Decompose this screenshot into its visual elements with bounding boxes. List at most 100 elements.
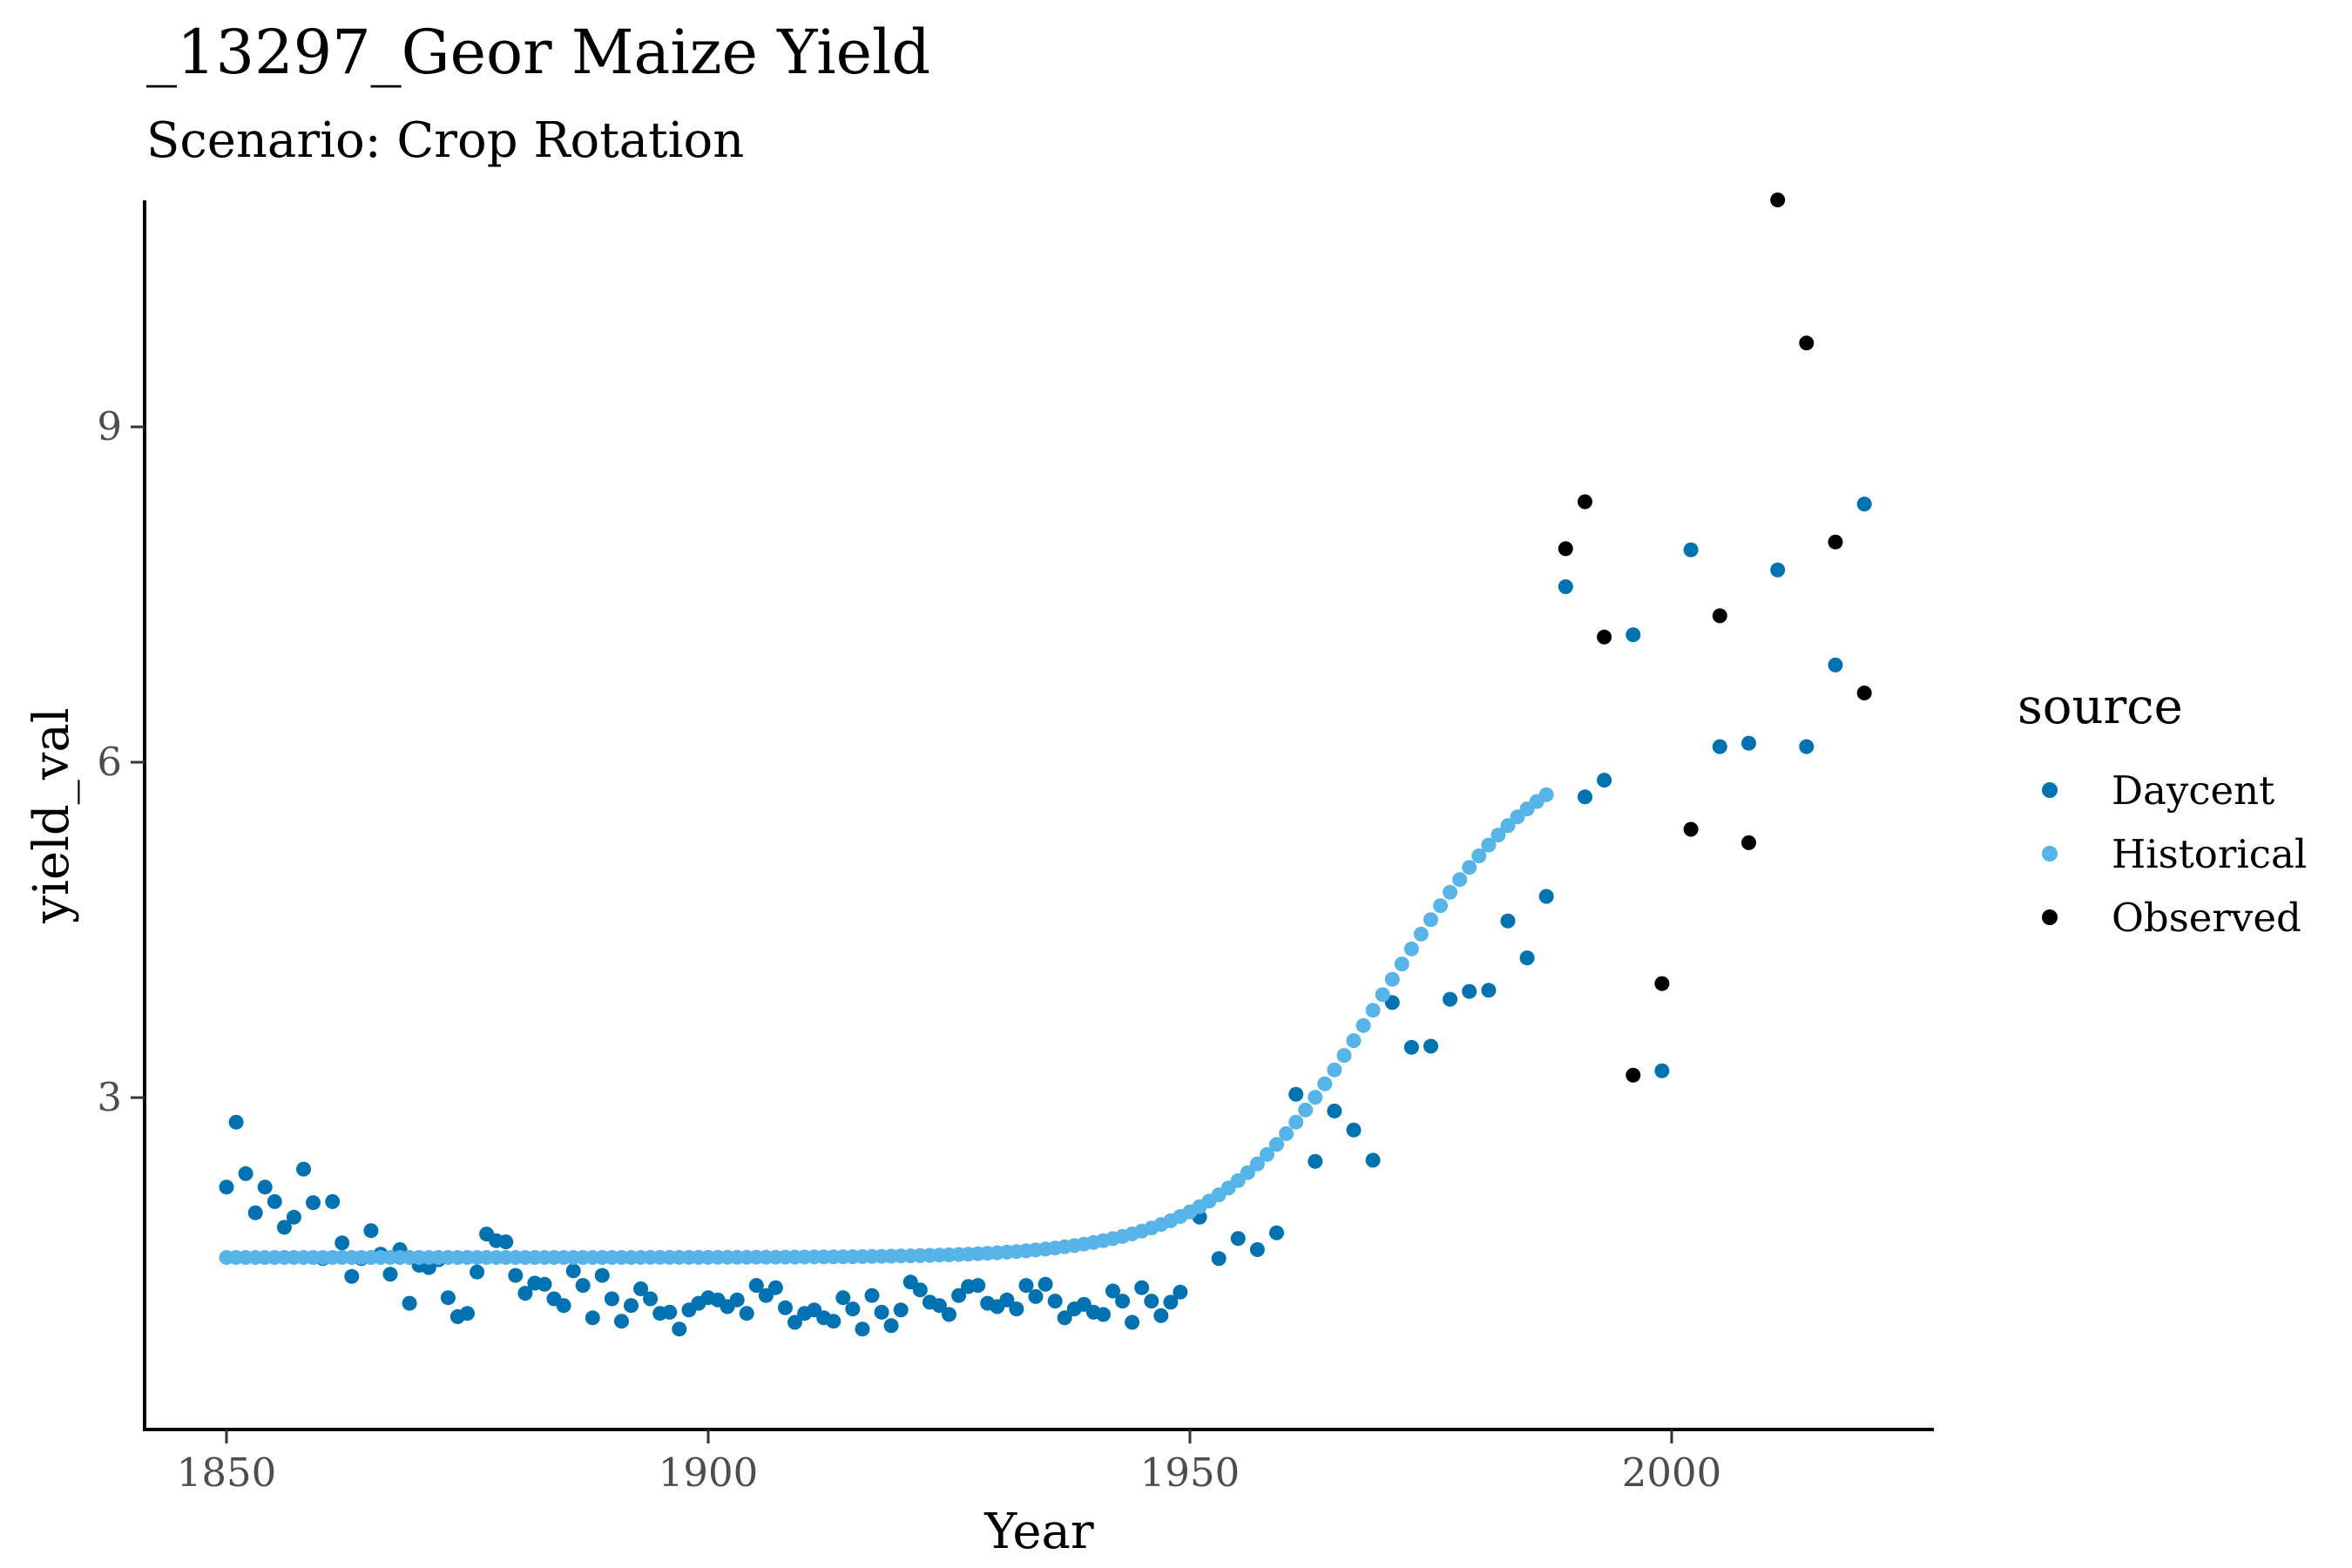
daycent-point bbox=[238, 1166, 253, 1181]
daycent-point bbox=[575, 1278, 591, 1294]
y-axis-ticks: 3 6 9 bbox=[97, 403, 145, 1120]
historical-point bbox=[1462, 860, 1477, 875]
daycent-point bbox=[498, 1234, 514, 1250]
daycent-point bbox=[826, 1314, 841, 1329]
daycent-point bbox=[951, 1288, 967, 1303]
daycent-point bbox=[1105, 1283, 1120, 1299]
legend-label-daycent: Daycent bbox=[2112, 767, 2274, 814]
daycent-point bbox=[460, 1306, 475, 1321]
observed-point bbox=[1741, 835, 1756, 850]
historical-point bbox=[1269, 1137, 1284, 1152]
daycent-point bbox=[1037, 1276, 1053, 1292]
historical-point bbox=[1288, 1114, 1304, 1130]
daycent-point bbox=[748, 1278, 764, 1294]
historical-point bbox=[1336, 1048, 1352, 1064]
chart-title: _13297_Geor Maize Yield bbox=[146, 17, 930, 88]
daycent-point bbox=[594, 1267, 610, 1283]
daycent-point bbox=[363, 1223, 379, 1239]
daycent-point bbox=[1770, 562, 1786, 578]
daycent-point bbox=[1028, 1288, 1044, 1304]
daycent-point bbox=[855, 1321, 870, 1337]
daycent-point bbox=[517, 1286, 533, 1301]
historical-point bbox=[1375, 987, 1390, 1003]
daycent-point bbox=[1799, 739, 1815, 754]
daycent-point bbox=[633, 1281, 649, 1296]
legend: source Daycent Historical Observed bbox=[2017, 679, 2307, 941]
daycent-point bbox=[219, 1179, 234, 1195]
x-axis-title: Year bbox=[983, 1504, 1094, 1560]
daycent-point bbox=[1741, 735, 1756, 751]
daycent-point bbox=[247, 1205, 263, 1220]
legend-label-observed: Observed bbox=[2112, 895, 2301, 941]
observed-point bbox=[1856, 686, 1872, 700]
daycent-point bbox=[1625, 627, 1641, 643]
daycent-point bbox=[1403, 1039, 1419, 1055]
daycent-point bbox=[624, 1298, 639, 1314]
daycent-point bbox=[440, 1290, 456, 1306]
historical-point bbox=[1423, 912, 1438, 928]
daycent-point bbox=[672, 1321, 687, 1337]
legend-key-observed bbox=[2042, 909, 2058, 925]
y-axis-title: yield_val bbox=[24, 707, 80, 923]
historical-point bbox=[1433, 898, 1449, 914]
daycent-point bbox=[228, 1114, 244, 1130]
daycent-point bbox=[1683, 542, 1699, 558]
daycent-point bbox=[556, 1298, 571, 1314]
daycent-point bbox=[1211, 1251, 1227, 1267]
daycent-point bbox=[470, 1264, 485, 1280]
daycent-point bbox=[931, 1298, 947, 1314]
daycent-point bbox=[767, 1280, 783, 1295]
daycent-point bbox=[835, 1290, 851, 1306]
x-tick-label: 1950 bbox=[1140, 1450, 1240, 1496]
observed-point bbox=[1654, 976, 1670, 991]
daycent-point bbox=[643, 1291, 659, 1307]
legend-key-daycent bbox=[2042, 782, 2058, 798]
daycent-point bbox=[778, 1300, 793, 1315]
daycent-point bbox=[1009, 1301, 1024, 1317]
historical-point bbox=[1355, 1017, 1371, 1033]
historical-point bbox=[1240, 1165, 1255, 1180]
daycent-point bbox=[614, 1314, 629, 1329]
daycent-point bbox=[1365, 1152, 1381, 1168]
observed-point bbox=[1770, 193, 1786, 207]
daycent-point bbox=[344, 1268, 360, 1284]
daycent-point bbox=[1115, 1294, 1131, 1309]
daycent-point bbox=[1538, 889, 1554, 904]
daycent-point bbox=[335, 1235, 350, 1251]
observed-point bbox=[1799, 335, 1815, 351]
daycent-point bbox=[1346, 1122, 1362, 1138]
historical-point bbox=[1249, 1156, 1265, 1172]
daycent-point bbox=[1153, 1308, 1169, 1323]
legend-key-historical bbox=[2042, 846, 2058, 862]
x-tick-label: 2000 bbox=[1622, 1450, 1722, 1496]
daycent-point bbox=[1481, 983, 1497, 998]
daycent-point bbox=[1519, 950, 1535, 966]
x-axis-ticks: 1850 1900 1950 2000 bbox=[177, 1429, 1722, 1496]
observed-point bbox=[1597, 629, 1612, 645]
daycent-point bbox=[1578, 789, 1592, 805]
daycent-point bbox=[537, 1276, 552, 1292]
daycent-point bbox=[325, 1193, 341, 1209]
daycent-point bbox=[787, 1315, 802, 1330]
daycent-point bbox=[1173, 1284, 1188, 1300]
daycent-point bbox=[729, 1292, 745, 1308]
daycent-point bbox=[1308, 1153, 1323, 1169]
historical-point bbox=[1279, 1125, 1294, 1141]
historical-point bbox=[1481, 837, 1497, 853]
daycent-point bbox=[286, 1209, 301, 1225]
historical-point bbox=[1346, 1033, 1362, 1049]
historical-point bbox=[1443, 884, 1458, 900]
observed-point bbox=[1828, 534, 1843, 550]
daycent-point bbox=[1712, 739, 1727, 754]
daycent-point bbox=[1828, 657, 1843, 672]
historical-point bbox=[1413, 926, 1429, 942]
daycent-point bbox=[1047, 1294, 1063, 1309]
legend-label-historical: Historical bbox=[2112, 831, 2307, 877]
daycent-point bbox=[565, 1263, 581, 1279]
daycent-point bbox=[942, 1307, 956, 1322]
historical-point bbox=[1500, 818, 1516, 834]
historical-point bbox=[1308, 1090, 1323, 1105]
daycent-point bbox=[1462, 983, 1477, 999]
daycent-point bbox=[508, 1267, 524, 1283]
